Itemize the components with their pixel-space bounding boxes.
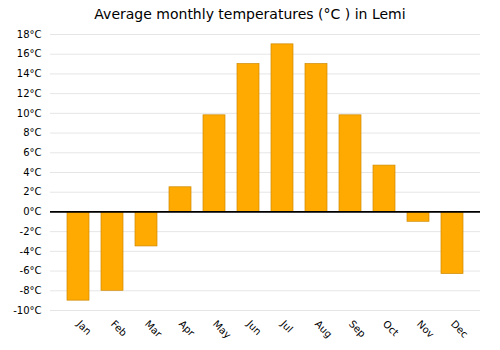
svg-text:May: May [211,318,233,340]
svg-text:0°C: 0°C [23,206,41,217]
svg-text:-10°C: -10°C [13,305,41,316]
svg-text:6°C: 6°C [23,147,41,158]
svg-text:8°C: 8°C [23,127,41,138]
svg-text:Jun: Jun [244,318,264,338]
svg-text:Nov: Nov [415,318,437,340]
svg-text:Jan: Jan [74,318,93,337]
svg-text:10°C: 10°C [17,108,42,119]
svg-text:Oct: Oct [381,318,401,338]
svg-text:Sep: Sep [347,318,368,339]
svg-text:Mar: Mar [143,318,165,340]
svg-text:-8°C: -8°C [20,285,42,296]
svg-text:2°C: 2°C [23,186,41,197]
svg-text:18°C: 18°C [17,29,42,40]
svg-text:4°C: 4°C [23,167,41,178]
svg-text:Jul: Jul [278,318,295,335]
svg-text:Aug: Aug [313,318,335,340]
html-text:Average monthly temperatures (: Average monthly temperatures (°C ) in Le… [94,6,406,22]
svg-text:14°C: 14°C [17,68,42,79]
svg-text:-2°C: -2°C [20,226,42,237]
svg-text:-6°C: -6°C [20,265,42,276]
svg-text:-4°C: -4°C [20,246,42,257]
svg-text:12°C: 12°C [17,88,42,99]
svg-text:16°C: 16°C [17,48,42,59]
svg-text:Apr: Apr [177,318,198,339]
svg-text:Dec: Dec [449,318,470,339]
svg-text:Feb: Feb [109,318,129,338]
